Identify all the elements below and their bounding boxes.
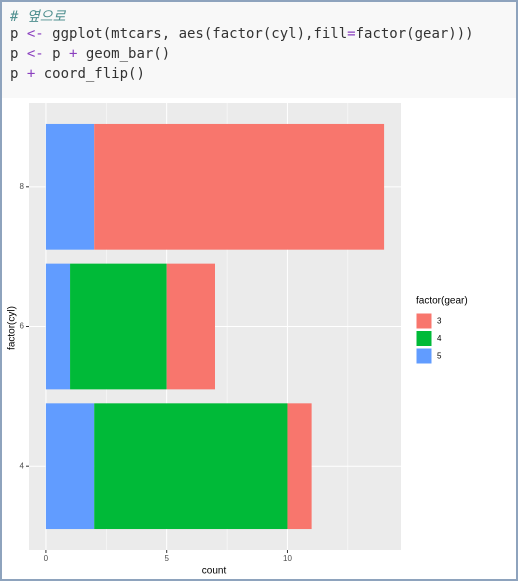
code-token: p xyxy=(10,66,27,82)
legend-label: 5 xyxy=(437,352,442,361)
bar xyxy=(45,263,71,390)
code-token: + xyxy=(26,66,36,82)
legend-label: 4 xyxy=(437,334,442,343)
code-token: = xyxy=(347,26,356,42)
code-line: p <- p + geom_bar() xyxy=(10,46,170,62)
y-tick-label: 8 xyxy=(20,182,25,191)
legend-label: 3 xyxy=(437,317,442,326)
bar xyxy=(70,263,167,390)
code-token: + xyxy=(69,46,78,62)
x-tick-label: 0 xyxy=(44,554,49,563)
legend-key xyxy=(415,312,433,330)
code-token: geom_bar() xyxy=(77,46,171,62)
y-tick-label: 4 xyxy=(20,461,25,470)
bar xyxy=(45,403,95,530)
code-line: p + coord_flip() xyxy=(10,66,145,82)
y-tick-label: 6 xyxy=(20,322,25,331)
bar xyxy=(94,403,288,530)
legend-key xyxy=(415,347,433,365)
x-tick-label: 5 xyxy=(164,554,169,563)
bar xyxy=(287,403,312,530)
code-token: # 옆으로 xyxy=(10,9,66,25)
code-token: p xyxy=(10,26,27,42)
code-token: <- xyxy=(26,46,44,62)
code-token: p xyxy=(43,46,70,62)
code-token: p xyxy=(10,46,27,62)
code-token: factor(gear))) xyxy=(355,26,474,42)
code-token: coord_flip() xyxy=(35,66,145,82)
code-block: # 옆으로 p <- ggplot(mtcars, aes(factor(cyl)… xyxy=(2,2,516,98)
code-line: # 옆으로 xyxy=(10,6,66,26)
x-axis-label: count xyxy=(202,566,227,577)
x-tick-label: 10 xyxy=(283,554,292,563)
y-axis-label: factor(cyl) xyxy=(7,306,18,350)
legend-title: factor(gear) xyxy=(416,296,468,307)
bar xyxy=(45,123,95,250)
code-token: <- xyxy=(26,26,44,42)
bar xyxy=(166,263,215,390)
bar xyxy=(94,123,385,250)
legend-key xyxy=(415,330,433,347)
code-token: ggplot(mtcars, aes(factor(cyl),fill xyxy=(43,26,348,42)
code-line: p <- ggplot(mtcars, aes(factor(cyl),fill… xyxy=(10,26,474,42)
